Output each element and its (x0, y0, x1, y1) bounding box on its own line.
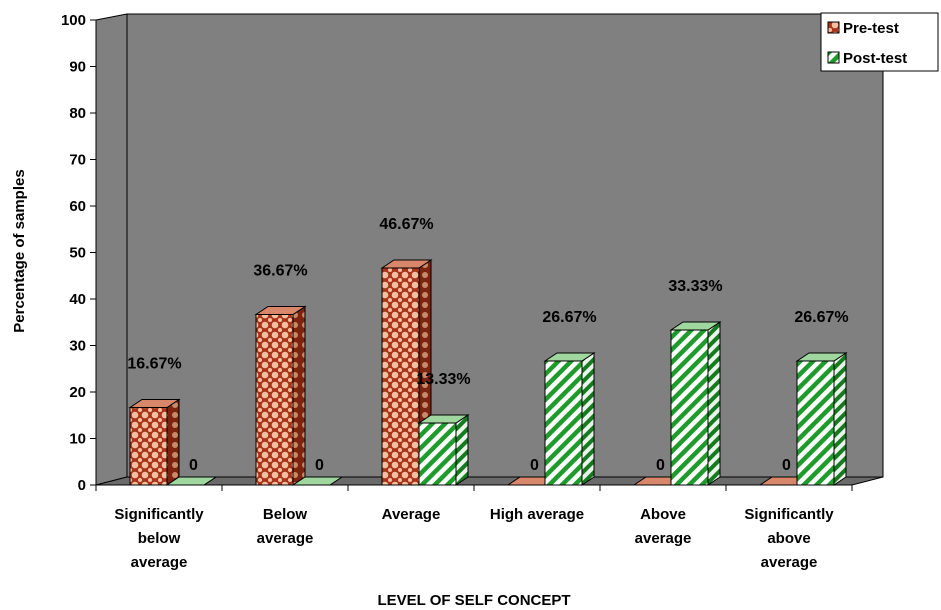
x-tick-label: Average (382, 506, 441, 523)
x-tick-label: High average (490, 506, 584, 523)
bar-post-test (291, 476, 344, 486)
data-label-post-test: 26.67% (542, 309, 596, 326)
bar-pre-test (254, 305, 307, 486)
data-label-post-test: 0 (315, 457, 324, 474)
y-tick-label: 0 (78, 477, 86, 494)
bar-post-test (669, 321, 722, 486)
data-label-pre-test: 0 (782, 457, 791, 474)
y-tick-label: 60 (69, 198, 86, 215)
y-axis-title: Percentage of samples (11, 169, 28, 332)
data-label-post-test: 0 (189, 457, 198, 474)
x-tick-label: Significantly below average (114, 506, 204, 571)
y-tick-label: 50 (69, 245, 86, 262)
legend-swatch-post-test (827, 51, 840, 64)
y-tick-label: 10 (69, 431, 86, 448)
bar-post-test (165, 476, 218, 486)
y-tick-label: 90 (69, 59, 86, 76)
bar-pre-test (128, 398, 181, 486)
data-label-post-test: 33.33% (668, 278, 722, 295)
data-label-pre-test: 36.67% (253, 262, 307, 279)
bar-post-test (543, 352, 596, 486)
legend-label-post-test: Post-test (843, 50, 907, 67)
x-tick-label: Above average (635, 506, 692, 547)
bar-post-test (795, 352, 848, 486)
data-label-post-test: 26.67% (794, 309, 848, 326)
legend-box (820, 12, 939, 72)
data-label-pre-test: 0 (656, 457, 665, 474)
x-tick-label: Below average (257, 506, 314, 547)
data-label-pre-test: 0 (530, 457, 539, 474)
y-tick-label: 70 (69, 152, 86, 169)
y-tick-label: 30 (69, 338, 86, 355)
plot-back-wall (126, 13, 884, 478)
y-tick-label: 20 (69, 384, 86, 401)
plot-side-wall (95, 13, 128, 486)
data-label-pre-test: 46.67% (379, 216, 433, 233)
legend: Pre-test Post-test (820, 12, 939, 72)
x-tick-label: Significantly above average (744, 506, 834, 571)
x-axis-title: LEVEL OF SELF CONCEPT (377, 592, 570, 609)
y-tick-label: 80 (69, 105, 86, 122)
legend-swatch-pre-test (827, 21, 840, 34)
y-tick-label: 40 (69, 291, 86, 308)
legend-label-pre-test: Pre-test (843, 20, 899, 37)
bar-post-test (417, 414, 470, 486)
data-label-post-test: 13.33% (416, 371, 470, 388)
y-tick-label: 100 (61, 12, 86, 29)
data-label-pre-test: 16.67% (127, 355, 181, 372)
